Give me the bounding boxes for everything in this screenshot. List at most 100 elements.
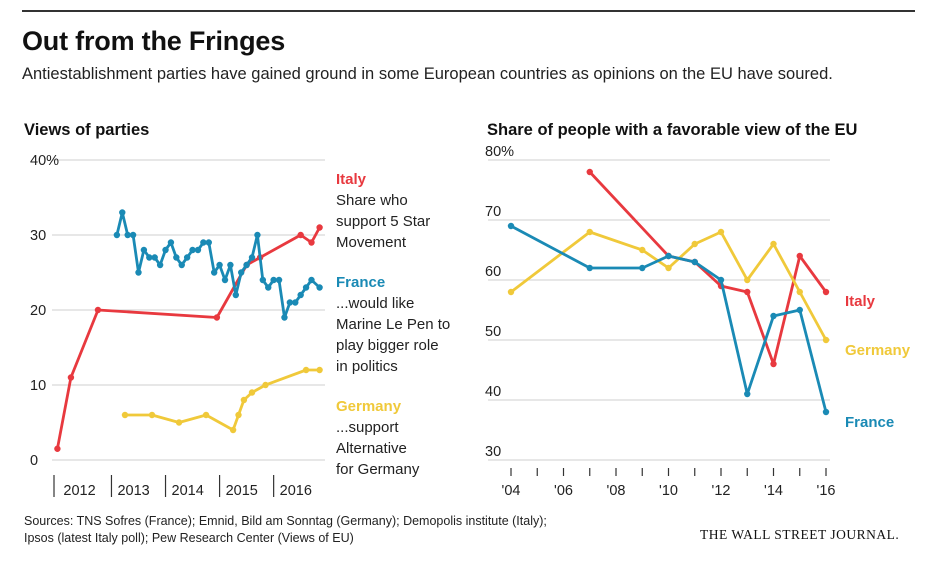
left-x-tick-label-4: 2016 [280,483,312,499]
right-point-italy-6 [796,252,803,260]
left-point-france-31 [281,314,288,321]
left-note-france-1: Marine Le Pen to [336,316,450,333]
right-chart-title: Share of people with a favorable view of… [487,121,858,139]
sources-line-1: Sources: TNS Sofres (France); Emnid, Bil… [24,514,547,528]
right-series-line-france [510,224,828,413]
left-legend-italy: Italy [336,171,367,188]
right-point-italy-5 [770,360,777,368]
left-point-france-30 [275,276,283,284]
left-point-france-14 [189,246,196,254]
right-y-tick-label-2: 50 [485,324,501,340]
right-point-germany-8 [796,288,803,296]
right-y-tick-label-4: 70 [485,204,501,220]
left-chart-title: Views of parties [24,121,150,139]
left-point-germany-7 [248,389,256,396]
page-subtitle: Antiestablishment parties have gained gr… [22,65,833,83]
publisher-credit: THE WALL STREET JOURNAL. [700,527,900,542]
left-point-germany-9 [302,366,310,374]
right-x-tick-label-6: '16 [817,483,836,499]
left-point-germany-6 [240,396,248,404]
right-point-france-5 [717,276,725,284]
right-series-line-germany [510,230,828,341]
sources-note: Sources: TNS Sofres (France); Emnid, Bil… [24,513,547,547]
right-x-tick-label-4: '12 [712,483,731,499]
left-note-italy-2: Movement [336,234,407,251]
left-note-germany-0: ...support [336,419,399,436]
left-point-france-28 [265,284,272,291]
left-point-france-29 [270,276,277,284]
left-point-germany-0 [121,411,129,419]
left-point-france-35 [302,284,310,291]
right-y-tick-label-5: 80% [485,144,514,160]
left-point-france-3 [129,231,137,239]
left-series-line-germany [125,368,320,432]
left-y-tick-label-2: 20 [30,303,46,319]
right-y-tick-label-1: 40 [485,384,501,400]
left-point-germany-4 [229,426,237,434]
left-point-france-7 [151,254,158,261]
left-point-france-6 [146,254,153,261]
right-point-france-4 [691,258,698,266]
left-y-tick-label-3: 30 [30,228,46,244]
right-point-france-7 [770,312,777,320]
right-legend-italy: Italy [845,293,876,310]
left-point-france-33 [292,299,299,306]
left-point-italy-7 [308,239,315,246]
right-point-france-8 [796,306,803,314]
left-point-france-21 [227,261,234,269]
left-point-france-10 [167,239,175,246]
left-note-italy-0: Share who [336,192,408,209]
left-point-france-11 [173,254,180,261]
right-point-germany-3 [665,264,672,272]
left-point-france-17 [205,239,212,246]
left-point-germany-3 [202,411,210,419]
left-note-france-0: ...would like [336,295,414,312]
left-point-france-19 [216,261,223,269]
left-point-italy-6 [297,231,304,239]
top-rule [22,10,915,12]
left-x-tick-label-1: 2013 [117,483,149,499]
left-point-france-16 [200,239,207,246]
left-note-france-2: play bigger role [336,337,439,354]
right-point-germany-9 [822,336,830,344]
left-x-tick-label-0: 2012 [63,483,95,499]
right-point-germany-1 [586,228,593,236]
left-point-italy-1 [67,374,75,381]
left-point-france-0 [113,231,121,239]
left-point-germany-1 [148,411,156,419]
left-point-france-23 [238,269,245,276]
left-point-france-9 [162,246,169,254]
right-point-italy-0 [586,168,593,176]
left-point-france-1 [119,209,126,216]
left-point-france-25 [248,254,256,261]
left-x-tick-label-2: 2014 [172,483,204,499]
left-point-france-8 [156,261,164,269]
right-chart: 30 40 50 60 70 80% '04 '06 '08 '10 '12 '14 '16 Italy G… [485,144,911,499]
right-point-france-3 [665,252,672,260]
left-point-germany-10 [316,366,323,374]
right-point-france-6 [744,390,751,398]
left-point-france-15 [194,246,202,254]
right-point-germany-0 [507,288,515,296]
left-point-france-13 [183,254,191,261]
left-note-germany-2: for Germany [336,461,420,478]
right-legend-germany: Germany [845,342,911,359]
left-point-france-34 [297,291,304,299]
left-point-france-24 [243,261,250,269]
left-point-france-27 [259,276,267,284]
left-note-france-3: in politics [336,358,398,375]
left-point-germany-2 [175,419,183,426]
left-point-france-18 [210,269,218,276]
left-point-germany-8 [262,381,269,389]
left-point-france-4 [135,269,142,276]
right-point-france-9 [822,408,830,416]
right-x-tick-label-3: '10 [659,483,678,499]
left-note-italy-1: support 5 Star [336,213,430,230]
right-y-tick-label-3: 60 [485,264,501,280]
left-point-france-5 [140,246,148,254]
left-point-france-36 [308,276,315,284]
right-point-germany-6 [744,276,751,284]
left-point-france-32 [286,299,294,306]
right-point-france-2 [639,264,646,272]
left-legend-germany: Germany [336,398,402,415]
